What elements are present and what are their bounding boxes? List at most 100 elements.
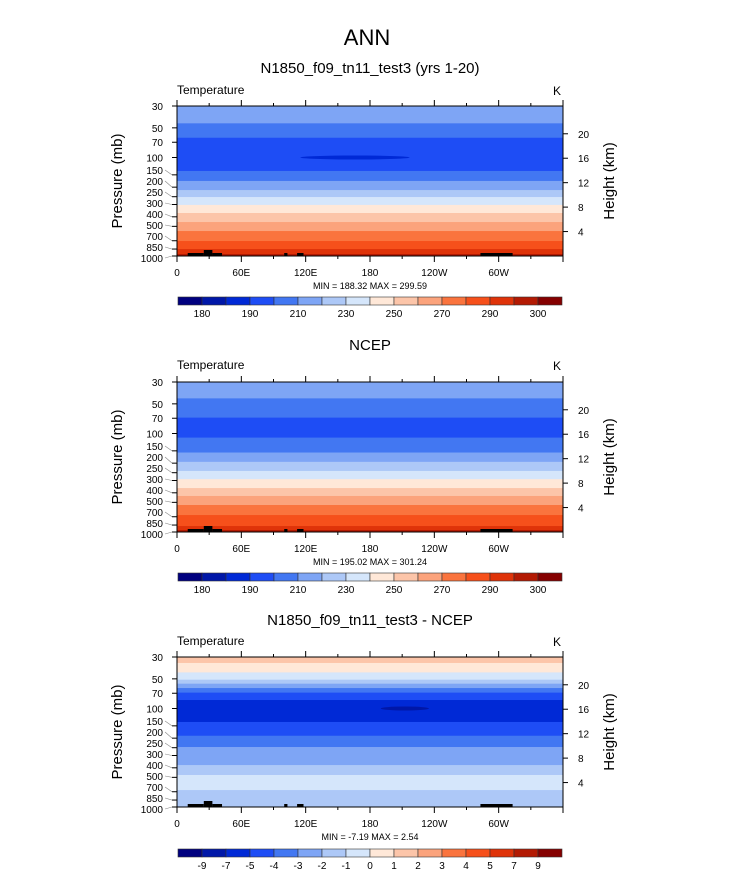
right-tick-label: 16 [578, 705, 590, 716]
contour-band [177, 700, 563, 723]
y-tick-leader [164, 753, 173, 756]
topography-mask [284, 253, 288, 256]
y-tick-label: 200 [146, 177, 163, 188]
colorbar-box [201, 572, 227, 582]
right-tick-label: 8 [578, 479, 584, 490]
colorbar-label: 300 [530, 585, 547, 596]
contour-band [177, 505, 563, 516]
topography-mask [203, 801, 213, 807]
colorbar-box [465, 296, 491, 306]
x-tick-label: 120E [294, 544, 318, 555]
colorbar-label: 230 [338, 585, 355, 596]
y-tick-leader [164, 775, 173, 778]
x-tick-label: 60E [232, 544, 250, 555]
y-tick-leader [164, 720, 173, 727]
contour-feature [380, 706, 429, 711]
y-tick-label: 30 [152, 102, 164, 113]
y-tick-label: 30 [152, 378, 164, 389]
y-tick-leader [164, 255, 173, 259]
y-tick-label: 100 [146, 154, 163, 165]
colorbar-label: 230 [338, 309, 355, 320]
right-tick-label: 20 [578, 406, 590, 417]
colorbar-label: 180 [194, 585, 211, 596]
right-axis-label: Height (km) [601, 693, 618, 771]
colorbar-label: -5 [246, 861, 255, 872]
contour-band [177, 488, 563, 497]
y-tick-label: 70 [152, 689, 164, 700]
colorbar-label: -2 [318, 861, 327, 872]
y-tick-leader [164, 467, 173, 473]
y-axis-label: Pressure (mb) [109, 133, 126, 228]
y-tick-leader [164, 246, 173, 250]
colorbar-box [345, 296, 371, 306]
colorbar-box [513, 848, 539, 858]
topography-mask [187, 253, 204, 256]
x-tick-label: 60W [488, 544, 509, 555]
x-tick-label: 60W [488, 268, 509, 279]
y-axis-label: Pressure (mb) [109, 409, 126, 504]
colorbar-box [537, 572, 563, 582]
colorbar-box [177, 848, 203, 858]
topography-mask [297, 529, 304, 532]
right-axis-label: Height (km) [601, 142, 618, 220]
contour-band [177, 662, 563, 673]
topography-mask [187, 529, 204, 532]
y-tick-label: 70 [152, 138, 164, 149]
y-tick-label: 700 [146, 508, 163, 519]
contour-band [177, 461, 563, 472]
colorbar-label: -7 [222, 861, 231, 872]
contour-band [177, 515, 563, 527]
contour-band [177, 204, 563, 214]
contour-band [177, 479, 563, 489]
x-tick-label: 0 [174, 268, 180, 279]
contour-band [177, 222, 563, 232]
colorbar-box [249, 848, 275, 858]
contour-band [177, 170, 563, 182]
topography-mask [203, 250, 213, 256]
y-tick-leader [164, 191, 173, 197]
y-tick-label: 250 [146, 739, 163, 750]
contour-feature [300, 155, 410, 160]
colorbar-label: 9 [535, 861, 541, 872]
y-tick-label: 150 [146, 442, 163, 453]
y-tick-leader [164, 500, 173, 503]
y-tick-label: 1000 [141, 254, 164, 265]
y-tick-label: 1000 [141, 805, 164, 816]
y-tick-label: 700 [146, 232, 163, 243]
contour-band [177, 657, 563, 664]
colorbar-label: 210 [290, 309, 307, 320]
colorbar-box [465, 848, 491, 858]
colorbar-box [489, 296, 515, 306]
y-tick-label: 400 [146, 210, 163, 221]
colorbar-label: 3 [439, 861, 445, 872]
right-tick-label: 16 [578, 430, 590, 441]
colorbar-label: 190 [242, 585, 259, 596]
units-label: K [553, 359, 561, 373]
contour-band [177, 452, 563, 463]
colorbar-box [417, 572, 443, 582]
x-tick-label: 60E [232, 268, 250, 279]
x-tick-label: 0 [174, 544, 180, 555]
panel-title: NCEP [349, 337, 391, 354]
y-tick-leader [164, 202, 173, 205]
x-tick-label: 180 [362, 544, 379, 555]
colorbar-label: -1 [342, 861, 351, 872]
right-tick-label: 4 [578, 228, 584, 239]
colorbar-label: 190 [242, 309, 259, 320]
y-tick-leader [164, 213, 173, 218]
colorbar-box [225, 296, 251, 306]
contour-band [177, 672, 563, 681]
colorbar-label: -3 [294, 861, 303, 872]
contour-band [177, 231, 563, 242]
colorbar-label: 180 [194, 309, 211, 320]
y-tick-label: 250 [146, 188, 163, 199]
y-tick-label: 150 [146, 166, 163, 177]
figure-title: ANN [344, 25, 390, 50]
min-max-stats: MIN = 188.32 MAX = 299.59 [313, 281, 427, 291]
y-tick-label: 700 [146, 783, 163, 794]
colorbar-label: 250 [386, 585, 403, 596]
colorbar-label: 290 [482, 309, 499, 320]
colorbar-box [513, 572, 539, 582]
colorbar-box [297, 296, 323, 306]
y-tick-label: 50 [152, 400, 164, 411]
